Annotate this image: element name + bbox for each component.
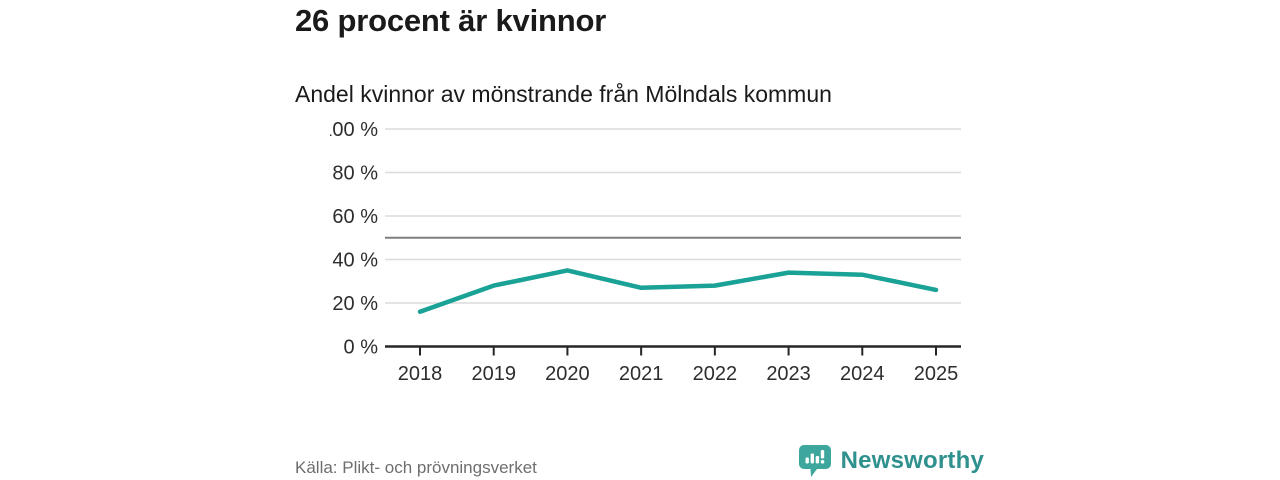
newsworthy-logo-text: Newsworthy [840,447,984,474]
line-chart: 0 % 20 % 40 % 60 % 80 % 100 % 2018 2019 2020 2021… [330,119,961,385]
x-axis-tick-label: 2023 [766,363,811,385]
y-axis-tick-label: 40 % [332,250,378,272]
x-axis-tick-label: 2021 [619,363,664,385]
trend-line [417,268,939,314]
x-axis-tick-label: 2020 [545,363,590,385]
y-axis-tick-label: 20 % [332,293,378,315]
x-axis-tick-label: 2018 [398,363,443,385]
bar-chart-glyph [805,450,824,464]
y-axis-tick-label: 60 % [332,206,378,228]
y-axis-tick-label: 100 % [330,119,378,141]
x-axis-tick-label: 2024 [840,363,885,385]
newsworthy-logo-icon [798,445,831,477]
chart-subtitle: Andel kvinnor av mönstrande från Mölndal… [295,81,832,107]
y-axis-tick-label: 0 % [344,337,379,359]
newsworthy-logo: Newsworthy [798,444,984,478]
x-axis-tick-label: 2025 [914,363,959,385]
x-axis-tick-label: 2019 [471,363,516,385]
source-note: Källa: Plikt- och prövningsverket [295,458,537,477]
y-axis-tick-label: 80 % [332,163,378,185]
x-axis-tick-label: 2022 [693,363,738,385]
chart-title: 26 procent är kvinnor [295,3,607,38]
